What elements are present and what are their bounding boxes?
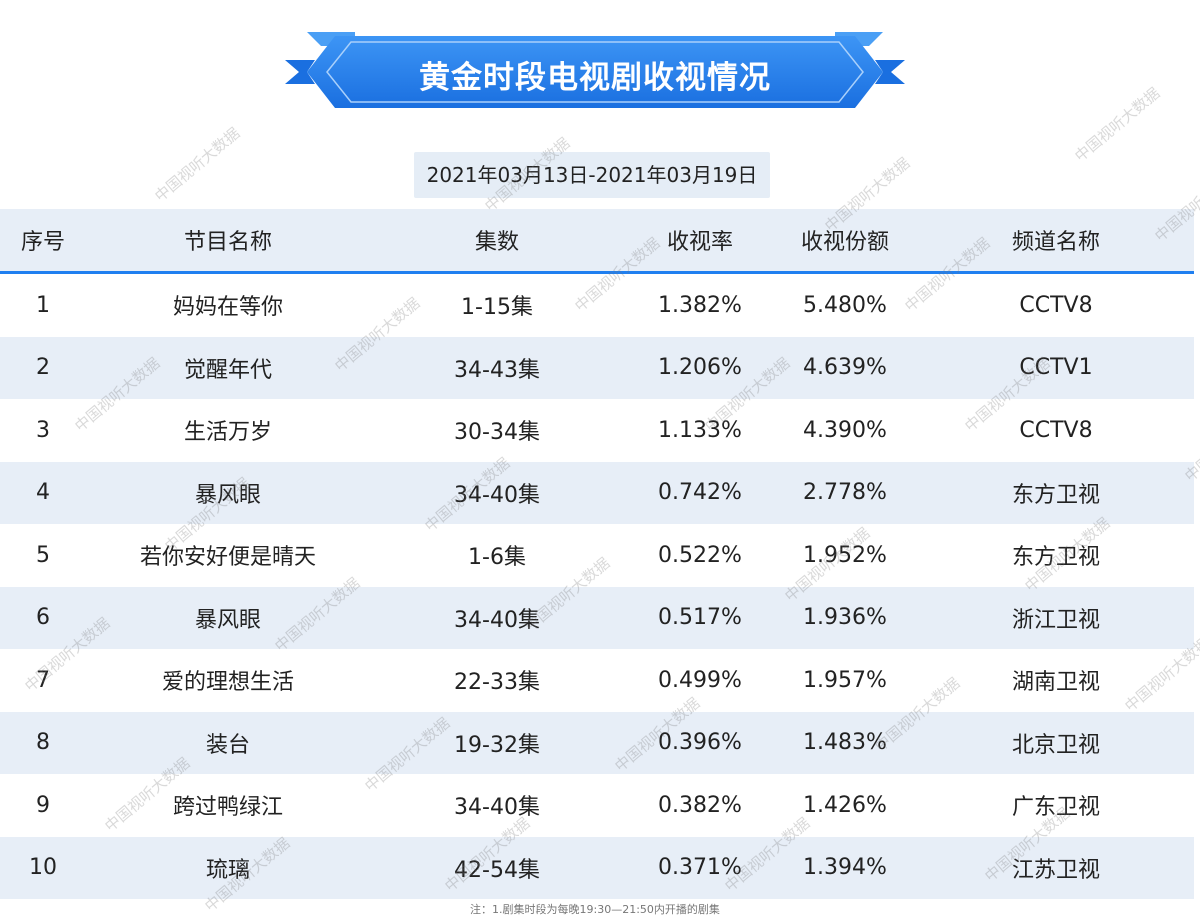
cell-channel: 北京卫视 <box>1011 732 1100 758</box>
cell-share: 1.483% <box>803 730 887 756</box>
cell-channel: CCTV8 <box>1019 292 1093 318</box>
cell-name: 跨过鸭绿江 <box>172 795 283 821</box>
cell-rank: 1 <box>36 292 50 318</box>
table-row: 5 若你安好便是晴天 1-6集 0.522% 1.952% 东方卫视 <box>0 524 1194 587</box>
cell-episodes: 22-33集 <box>454 670 540 696</box>
banner-ribbon-shape <box>285 32 905 108</box>
cell-channel: 江苏卫视 <box>1011 857 1100 883</box>
table-row: 10 琉璃 42-54集 0.371% 1.394% 江苏卫视 <box>0 836 1194 899</box>
cell-rating: 0.371% <box>658 855 742 881</box>
cell-name: 若你安好便是晴天 <box>139 545 316 571</box>
cell-rank: 4 <box>36 480 50 506</box>
cell-name: 装台 <box>205 732 250 758</box>
table-row: 1 妈妈在等你 1-15集 1.382% 5.480% CCTV8 <box>0 274 1194 337</box>
cell-share: 1.394% <box>803 855 887 881</box>
table-row: 6 暴风眼 34-40集 0.517% 1.936% 浙江卫视 <box>0 586 1194 649</box>
cell-rating: 0.517% <box>658 605 742 631</box>
cell-episodes: 34-40集 <box>454 482 540 508</box>
header-rating: 收视率 <box>666 230 733 255</box>
cell-share: 4.390% <box>803 417 887 443</box>
cell-name: 琉璃 <box>205 857 250 883</box>
cell-rating: 0.522% <box>658 542 742 568</box>
header-episodes: 集数 <box>474 230 519 255</box>
cell-episodes: 19-32集 <box>454 732 540 758</box>
cell-episodes: 34-43集 <box>454 357 540 383</box>
cell-rank: 5 <box>36 542 50 568</box>
cell-share: 1.952% <box>803 542 887 568</box>
cell-rank: 10 <box>29 855 57 881</box>
watermark-text: 中国视听大数据 <box>151 124 244 206</box>
cell-episodes: 1-15集 <box>461 295 533 321</box>
cell-rating: 1.382% <box>658 292 742 318</box>
cell-rank: 6 <box>36 605 50 631</box>
ratings-table: 序号 节目名称 集数 收视率 收视份额 频道名称 1 妈妈在等你 1-15集 1.38… <box>0 209 1194 899</box>
header-channel: 频道名称 <box>1011 230 1100 255</box>
watermark-text: 中国视听大数据 <box>1071 84 1164 166</box>
cell-share: 5.480% <box>803 292 887 318</box>
footnote: 注：1.剧集时段为每晚19:30—21:50内开播的剧集 <box>470 903 720 916</box>
table-row: 9 跨过鸭绿江 34-40集 0.382% 1.426% 广东卫视 <box>0 774 1194 837</box>
cell-episodes: 34-40集 <box>454 795 540 821</box>
table-row: 7 爱的理想生活 22-33集 0.499% 1.957% 湖南卫视 <box>0 649 1194 712</box>
cell-rating: 0.742% <box>658 480 742 506</box>
cell-channel: CCTV1 <box>1019 355 1093 381</box>
cell-rank: 2 <box>36 355 50 381</box>
cell-episodes: 34-40集 <box>454 607 540 633</box>
cell-channel: 湖南卫视 <box>1011 670 1100 696</box>
date-range-label: 2021年03月13日-2021年03月19日 <box>414 152 770 198</box>
cell-channel: 广东卫视 <box>1011 795 1100 821</box>
cell-share: 1.957% <box>803 667 887 693</box>
cell-rank: 8 <box>36 730 50 756</box>
cell-rating: 1.133% <box>658 417 742 443</box>
cell-share: 2.778% <box>803 480 887 506</box>
table-row: 8 装台 19-32集 0.396% 1.483% 北京卫视 <box>0 711 1194 774</box>
cell-channel: 浙江卫视 <box>1011 607 1100 633</box>
cell-episodes: 42-54集 <box>454 857 540 883</box>
cell-rank: 3 <box>36 417 50 443</box>
cell-rating: 0.396% <box>658 730 742 756</box>
table-body: 1 妈妈在等你 1-15集 1.382% 5.480% CCTV8 2 觉醒年代 34-43集 1… <box>0 274 1194 899</box>
cell-channel: CCTV8 <box>1019 417 1093 443</box>
cell-channel: 东方卫视 <box>1011 545 1100 571</box>
cell-episodes: 30-34集 <box>454 420 540 446</box>
table-row: 2 觉醒年代 34-43集 1.206% 4.639% CCTV1 <box>0 336 1194 399</box>
header-share: 收视份额 <box>800 230 889 255</box>
cell-rating: 1.206% <box>658 355 742 381</box>
cell-rating: 0.499% <box>658 667 742 693</box>
title-banner: 黄金时段电视剧收视情况 <box>285 26 905 118</box>
cell-name: 妈妈在等你 <box>172 295 283 321</box>
header-rank: 序号 <box>20 230 65 255</box>
cell-rating: 0.382% <box>658 792 742 818</box>
table-row: 4 暴风眼 34-40集 0.742% 2.778% 东方卫视 <box>0 461 1194 524</box>
cell-share: 4.639% <box>803 355 887 381</box>
cell-episodes: 1-6集 <box>468 545 526 571</box>
cell-name: 生活万岁 <box>183 420 272 446</box>
cell-name: 暴风眼 <box>194 482 261 508</box>
cell-rank: 9 <box>36 792 50 818</box>
page-title: 黄金时段电视剧收视情况 <box>419 60 771 96</box>
cell-channel: 东方卫视 <box>1011 482 1100 508</box>
cell-name: 觉醒年代 <box>183 357 272 383</box>
header-name: 节目名称 <box>183 230 272 255</box>
cell-share: 1.426% <box>803 792 887 818</box>
cell-name: 爱的理想生活 <box>161 670 294 696</box>
table-row: 3 生活万岁 30-34集 1.133% 4.390% CCTV8 <box>0 399 1194 462</box>
table-header-row: 序号 节目名称 集数 收视率 收视份额 频道名称 <box>0 209 1194 274</box>
cell-rank: 7 <box>36 667 50 693</box>
cell-name: 暴风眼 <box>194 607 261 633</box>
cell-share: 1.936% <box>803 605 887 631</box>
